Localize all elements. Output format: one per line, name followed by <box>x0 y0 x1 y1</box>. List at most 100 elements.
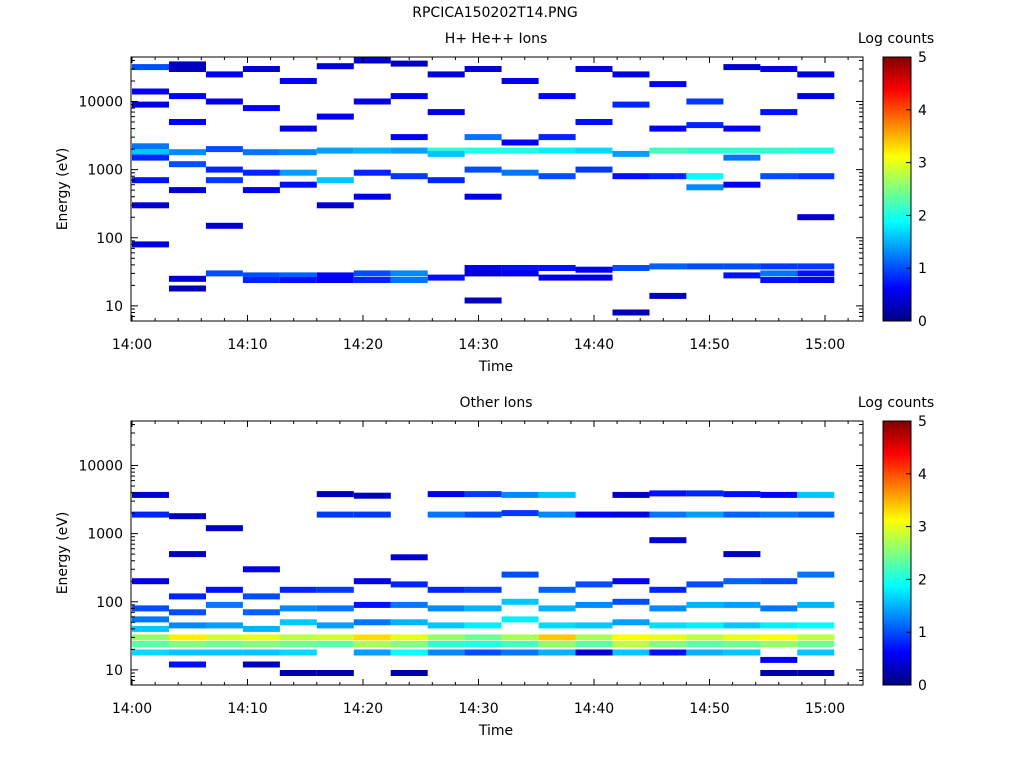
heatmap-cell <box>464 193 502 200</box>
heatmap-cell <box>242 66 280 72</box>
heatmap-cell <box>575 274 613 281</box>
heatmap-cell <box>242 149 280 156</box>
heatmap-cell <box>760 656 798 663</box>
heatmap-cell <box>169 551 206 558</box>
heatmap-cell <box>242 641 280 647</box>
colorbar-tick-label: 1 <box>918 625 927 641</box>
heatmap-cell <box>649 586 687 593</box>
heatmap-cell <box>501 510 539 517</box>
x-tick-label: 14:20 <box>343 337 383 353</box>
heatmap-cell <box>205 71 243 78</box>
heatmap-cell <box>390 93 428 100</box>
colorbar-tick-label: 4 <box>918 103 927 119</box>
heatmap-cell <box>612 511 650 518</box>
y-axis-label: Energy (eV) <box>55 148 71 231</box>
colorbar-tick-label: 1 <box>918 261 927 277</box>
heatmap-cell <box>132 578 169 585</box>
heatmap-cell <box>169 93 206 100</box>
heatmap-cell <box>575 641 613 647</box>
heatmap-cell <box>353 57 391 64</box>
heatmap-cell <box>575 649 613 656</box>
x-tick-label: 14:10 <box>227 701 267 717</box>
heatmap-cell <box>169 61 206 68</box>
heatmap-cell <box>797 634 835 641</box>
heatmap-cell <box>649 125 687 132</box>
heatmap-cell <box>538 586 576 593</box>
heatmap-cell <box>427 649 465 656</box>
heatmap-cell <box>169 161 206 168</box>
heatmap-cell <box>501 616 539 623</box>
colorbar-tick-label: 3 <box>918 520 927 536</box>
heatmap-cell <box>316 641 354 647</box>
heatmap-cell <box>279 78 317 84</box>
heatmap-cell <box>132 88 169 95</box>
heatmap-cell <box>316 605 354 612</box>
heatmap-cell <box>797 270 835 277</box>
heatmap-cell <box>316 491 354 498</box>
heatmap-cell <box>649 511 687 518</box>
heatmap-cell <box>575 622 613 629</box>
heatmap-cell <box>132 149 169 156</box>
heatmap-cell <box>575 581 613 588</box>
heatmap-cell <box>353 634 391 641</box>
heatmap-cell <box>760 670 798 676</box>
y-axis-label: Energy (eV) <box>55 512 71 595</box>
heatmap-cell <box>316 113 354 120</box>
heatmap-cell <box>649 490 687 497</box>
heatmap-cell <box>723 491 761 498</box>
heatmap-cell <box>390 641 428 647</box>
heatmap-cell <box>612 173 650 180</box>
heatmap-cell <box>464 147 502 154</box>
heatmap-cell <box>760 173 798 180</box>
heatmap-cell <box>797 511 835 518</box>
colorbar-tick-label: 4 <box>918 467 927 483</box>
heatmap-cell <box>538 265 576 271</box>
heatmap-cell <box>501 169 539 176</box>
heatmap-cell <box>316 63 354 70</box>
x-tick-label: 14:50 <box>689 701 729 717</box>
heatmap-cell <box>390 173 428 180</box>
heatmap-cell <box>279 634 317 641</box>
heatmap-cell <box>316 634 354 641</box>
heatmap-cell <box>797 641 835 647</box>
y-tick-label: 100 <box>96 595 123 611</box>
heatmap-cell <box>501 491 539 498</box>
heatmap-cell <box>279 169 317 176</box>
heatmap-cell <box>205 270 243 277</box>
heatmap-cell <box>575 511 613 518</box>
heatmap-cell <box>649 263 687 270</box>
heatmap-cell <box>353 98 391 105</box>
heatmap-cell <box>316 202 354 209</box>
heatmap-cell <box>205 177 243 184</box>
heatmap-cell <box>353 193 391 200</box>
heatmap-cell <box>538 605 576 612</box>
heatmap-cell <box>353 277 391 283</box>
x-tick-label: 14:00 <box>112 701 152 717</box>
x-tick-label: 14:30 <box>458 337 498 353</box>
heatmap-cell <box>316 511 354 518</box>
panel-title: Other Ions <box>459 395 532 411</box>
heatmap-cell <box>501 270 539 277</box>
heatmap-cell <box>242 661 280 668</box>
heatmap-cell <box>760 605 798 612</box>
x-tick-label: 14:20 <box>343 701 383 717</box>
heatmap-cell <box>723 601 761 608</box>
heatmap-cell <box>760 147 798 154</box>
heatmap-cell <box>205 222 243 229</box>
heatmap-cell <box>538 134 576 141</box>
colorbar-tick-label: 0 <box>918 678 927 694</box>
heatmap-cell <box>575 66 613 72</box>
heatmap-cell <box>649 81 687 88</box>
x-tick-label: 14:00 <box>112 337 152 353</box>
x-tick-label: 15:00 <box>805 701 845 717</box>
heatmap-cell <box>427 605 465 612</box>
heatmap-cell <box>797 601 835 608</box>
heatmap-cell <box>686 263 724 270</box>
heatmap-cell <box>797 93 835 100</box>
heatmap-cell <box>427 634 465 641</box>
heatmap-cell <box>353 601 391 608</box>
heatmap-cell <box>760 511 798 518</box>
heatmap-cell <box>575 166 613 173</box>
heatmap-cell <box>353 619 391 626</box>
heatmap-cell <box>132 177 169 184</box>
